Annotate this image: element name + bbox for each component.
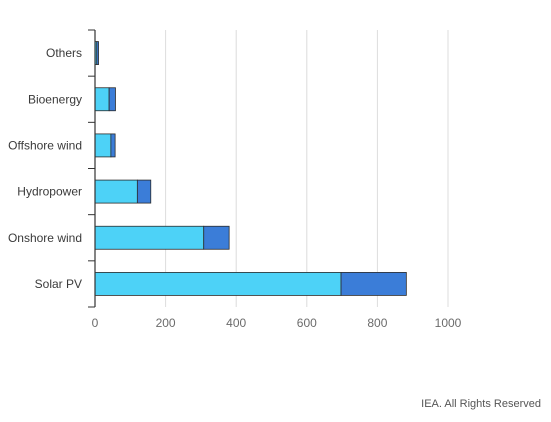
- bar-hydropower-seg1: [94, 179, 138, 204]
- x-tick-label: 600: [297, 316, 317, 330]
- category-label: Others: [46, 46, 82, 60]
- x-tick-label: 400: [226, 316, 246, 330]
- axes: [88, 29, 96, 308]
- bar-solar-pv-seg2: [340, 272, 407, 296]
- x-tick-label: 0: [92, 316, 99, 330]
- grid-lines: [165, 30, 449, 307]
- bars: [94, 41, 407, 296]
- x-tick-labels: 0 200 400 600 800 1000: [92, 316, 462, 330]
- bar-bioenergy-seg2: [108, 87, 116, 112]
- bar-onshore-wind-seg2: [203, 225, 230, 250]
- category-label: Solar PV: [35, 277, 82, 291]
- bar-others-seg2: [96, 41, 99, 65]
- x-tick-label: 800: [367, 316, 387, 330]
- x-tick-label: 200: [156, 316, 176, 330]
- bar-bioenergy-seg1: [94, 87, 110, 112]
- category-label: Offshore wind: [8, 138, 82, 152]
- bar-offshore-wind-seg1: [94, 133, 112, 158]
- x-tick-label: 1000: [435, 316, 462, 330]
- bar-solar-pv-seg1: [94, 272, 342, 296]
- bar-offshore-wind-seg2: [110, 133, 116, 158]
- category-label: Onshore wind: [8, 231, 82, 245]
- category-label: Bioenergy: [28, 92, 82, 106]
- category-labels: Others Bioenergy Offshore wind Hydropower On…: [8, 46, 82, 291]
- bar-onshore-wind-seg1: [94, 225, 205, 250]
- bar-hydropower-seg2: [136, 179, 152, 204]
- category-label: Hydropower: [17, 185, 82, 199]
- credit-text: IEA. All Rights Reserved: [421, 398, 541, 410]
